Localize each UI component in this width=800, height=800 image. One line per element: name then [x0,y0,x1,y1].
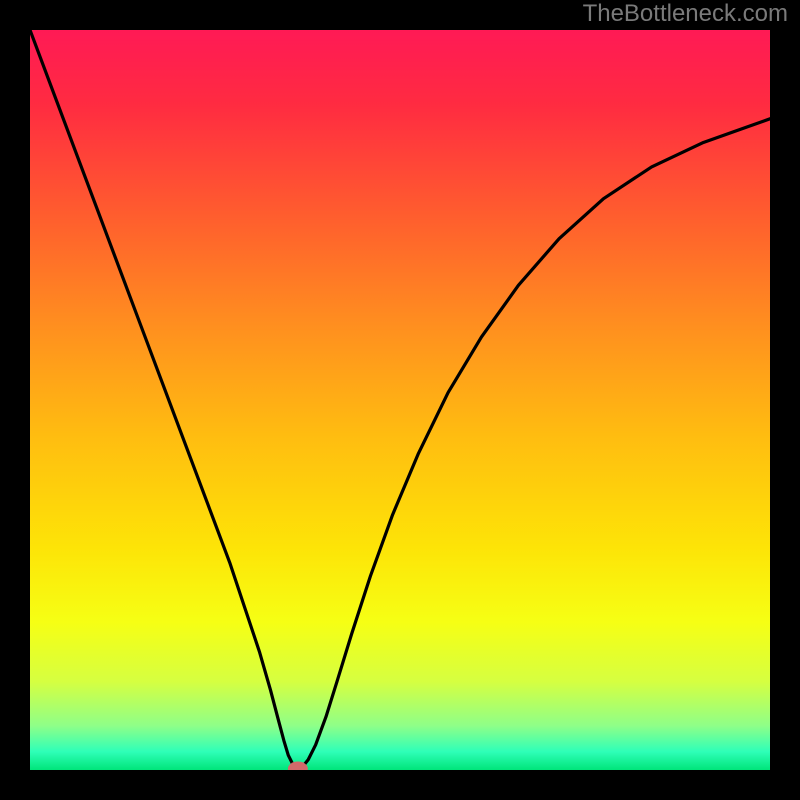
gradient-background [30,30,770,770]
plot-area [30,30,770,770]
watermark-text: TheBottleneck.com [583,0,788,28]
chart-svg [30,30,770,770]
chart-container: TheBottleneck.com [0,0,800,800]
